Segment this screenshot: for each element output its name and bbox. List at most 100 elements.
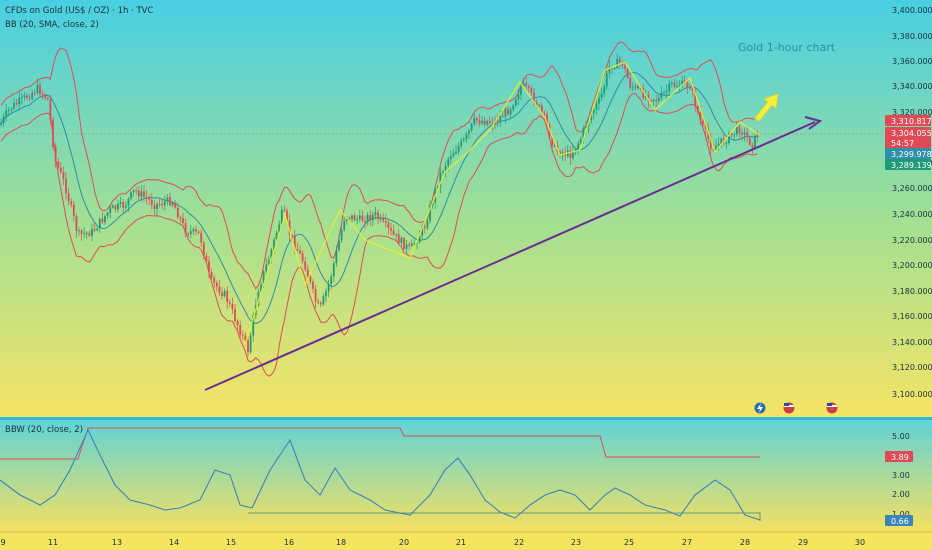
event-icons[interactable]	[754, 402, 838, 414]
candle-body	[408, 244, 411, 246]
candle-body	[600, 93, 603, 98]
candle-body	[208, 261, 210, 273]
candle	[410, 239, 413, 248]
candle	[392, 224, 395, 236]
candle-body	[158, 203, 161, 205]
candle-body	[236, 320, 239, 326]
price-badge-bg	[885, 137, 931, 148]
price-tick-label: 3,140.000	[892, 338, 932, 347]
candle-body	[127, 198, 130, 206]
candle-body	[10, 108, 13, 110]
candle	[543, 110, 546, 122]
zigzag-path	[244, 61, 761, 346]
candle	[473, 113, 476, 127]
candle-body	[673, 82, 676, 87]
candle-body	[7, 109, 10, 111]
price-badge-bg	[885, 115, 931, 126]
bb-indicator-legend[interactable]: BB (20, SMA, close, 2)	[5, 20, 99, 30]
candle-body	[317, 301, 320, 303]
candle-body	[616, 58, 619, 69]
candle-body	[356, 219, 359, 221]
bbw-axis[interactable]: 5.00 3.00 2.00 1.00	[892, 432, 910, 519]
bbw-highest-expansion	[0, 427, 760, 460]
candle	[504, 103, 507, 124]
candle	[527, 84, 530, 94]
price-tick-label: 3,120.000	[892, 363, 932, 372]
time-axis[interactable]: 9 11 13 14 15 16 18 20 21 22 23 25 27 28 29 30	[0, 538, 865, 547]
candle	[340, 226, 343, 243]
price-tick-label: 3,100.000	[892, 390, 932, 399]
candle-body	[221, 292, 223, 297]
candle	[605, 69, 608, 90]
candle-body	[213, 277, 216, 283]
candle	[405, 240, 408, 254]
bbw-legend[interactable]: BBW (20, close, 2)	[5, 425, 83, 435]
trendline[interactable]	[204, 121, 816, 391]
candle	[91, 223, 93, 242]
candle-body	[218, 286, 221, 293]
candle-body	[462, 138, 465, 141]
candle	[735, 121, 738, 137]
candle-body	[267, 259, 270, 265]
candle-body	[265, 264, 268, 272]
candle	[98, 217, 101, 233]
bb-lower-band	[0, 92, 758, 377]
candle	[397, 229, 400, 245]
candle	[457, 142, 460, 155]
candle-body	[104, 216, 106, 223]
candle	[49, 94, 52, 125]
candle	[70, 198, 73, 208]
candle-body	[322, 296, 325, 305]
candle-body	[15, 102, 18, 105]
candle	[171, 200, 174, 208]
candle	[374, 206, 377, 220]
candle-body	[449, 156, 452, 160]
candle-body	[676, 86, 678, 88]
candles	[0, 53, 759, 357]
candle	[83, 227, 86, 239]
candle	[655, 94, 658, 108]
candle	[616, 53, 619, 70]
projection-arrow[interactable]	[754, 93, 779, 122]
chart-annotation[interactable]: Gold 1-hour chart	[738, 41, 836, 54]
candle-body	[278, 224, 281, 233]
trendline-arrowhead	[804, 116, 823, 130]
candle-body	[39, 84, 41, 94]
candle-body	[41, 93, 44, 95]
price-badge-text: 54:57	[891, 139, 914, 148]
candle-body	[379, 217, 382, 220]
us-flag-canton-icon-2	[827, 403, 832, 406]
candle-body	[514, 99, 517, 106]
candle	[130, 190, 132, 201]
candle-body	[327, 283, 330, 292]
candle	[384, 213, 387, 228]
candle	[156, 202, 158, 216]
candle-body	[748, 137, 751, 146]
candle-body	[117, 203, 119, 210]
candle-body	[540, 105, 543, 113]
candle-body	[457, 146, 460, 152]
candle	[634, 83, 637, 91]
candle-body	[252, 315, 255, 336]
candle	[728, 130, 730, 145]
candle-body	[270, 249, 273, 260]
candle	[104, 214, 106, 225]
candle	[540, 102, 543, 118]
candle	[387, 220, 390, 235]
candle	[179, 215, 182, 224]
candle	[145, 189, 148, 205]
candle-body	[210, 272, 213, 278]
time-tick-label: 11	[48, 538, 58, 547]
candle	[13, 97, 15, 111]
candle	[371, 211, 374, 226]
symbol-legend[interactable]: CFDs on Gold (US$ / OZ) · 1h · TVC	[5, 6, 153, 16]
candle-body	[163, 201, 166, 206]
candle	[197, 230, 200, 235]
pane-divider[interactable]	[0, 417, 932, 420]
price-badge-text: 3,310.817	[891, 117, 932, 126]
candle-body	[150, 199, 153, 206]
time-tick-label: 23	[571, 538, 581, 547]
candle-body	[364, 221, 366, 223]
